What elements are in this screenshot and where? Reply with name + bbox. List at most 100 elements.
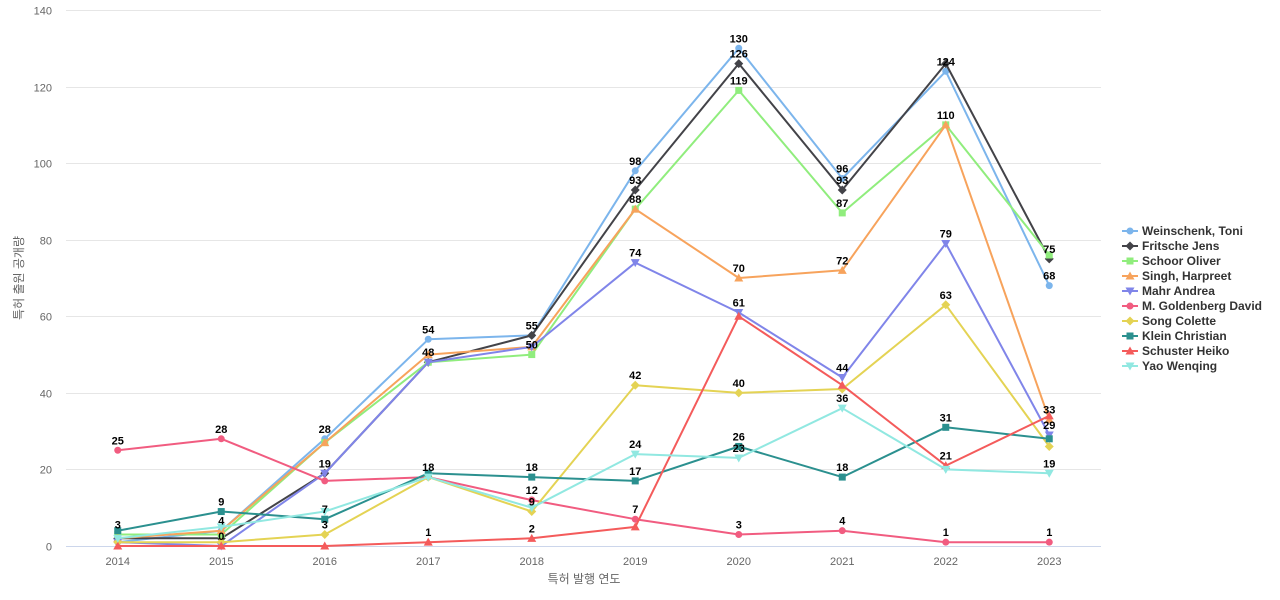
legend-item[interactable]: Mahr Andrea <box>1122 284 1215 298</box>
data-point[interactable] <box>528 473 536 481</box>
data-point[interactable] <box>942 538 950 546</box>
data-point[interactable] <box>735 531 743 539</box>
data-label: 119 <box>730 75 748 87</box>
data-point[interactable] <box>941 59 951 69</box>
data-point[interactable] <box>734 311 744 320</box>
data-point[interactable] <box>631 167 639 175</box>
data-point[interactable] <box>734 454 744 463</box>
data-point[interactable] <box>320 530 330 540</box>
legend-item[interactable]: Schuster Heiko <box>1122 344 1229 358</box>
data-point[interactable] <box>216 541 226 550</box>
data-point[interactable] <box>838 174 846 182</box>
data-label: 3 <box>115 520 121 532</box>
data-point[interactable] <box>838 209 846 217</box>
data-point[interactable] <box>114 446 122 454</box>
data-point[interactable] <box>217 508 225 516</box>
data-point[interactable] <box>527 533 537 542</box>
data-point[interactable] <box>735 44 743 52</box>
series-9 <box>113 404 1054 543</box>
data-point[interactable] <box>321 477 329 485</box>
x-tick-label: 2017 <box>416 556 440 568</box>
data-point[interactable] <box>320 438 330 447</box>
data-point[interactable] <box>527 330 537 340</box>
data-point[interactable] <box>1044 441 1054 451</box>
data-label: 7 <box>632 504 638 516</box>
data-point[interactable] <box>527 504 537 513</box>
data-point[interactable] <box>1045 538 1053 546</box>
data-point[interactable] <box>630 204 640 213</box>
legend-item[interactable]: Singh, Harpreet <box>1122 269 1231 283</box>
data-point[interactable] <box>1044 469 1054 478</box>
data-point[interactable] <box>837 404 847 413</box>
data-point[interactable] <box>837 374 847 383</box>
data-point[interactable] <box>942 67 950 75</box>
data-point[interactable] <box>114 527 122 535</box>
legend-marker <box>1126 302 1134 310</box>
legend-item[interactable]: Fritsche Jens <box>1122 239 1220 253</box>
data-point[interactable] <box>423 350 433 359</box>
data-point[interactable] <box>630 259 640 268</box>
data-point[interactable] <box>735 442 743 450</box>
data-point[interactable] <box>113 534 123 543</box>
data-label: 130 <box>730 33 748 45</box>
data-label: 42 <box>629 370 641 382</box>
data-point[interactable] <box>630 185 640 195</box>
data-point[interactable] <box>734 273 744 282</box>
data-point[interactable] <box>113 541 123 550</box>
data-point[interactable] <box>528 351 536 359</box>
data-point[interactable] <box>631 515 639 523</box>
data-point[interactable] <box>217 531 225 539</box>
data-point[interactable] <box>631 477 639 485</box>
x-tick-label: 2016 <box>313 556 337 568</box>
data-label: 1 <box>425 527 431 539</box>
data-point[interactable] <box>217 435 225 443</box>
data-label: 9 <box>218 497 224 509</box>
legend-item[interactable]: Yao Wenqing <box>1122 359 1217 373</box>
data-point[interactable] <box>1045 435 1053 443</box>
data-point[interactable] <box>320 541 330 550</box>
legend-item[interactable]: Klein Christian <box>1122 329 1227 343</box>
legend-item[interactable]: Weinschenk, Toni <box>1122 224 1243 238</box>
legend-marker <box>1125 362 1135 371</box>
data-point[interactable] <box>838 473 846 481</box>
data-point[interactable] <box>941 240 951 249</box>
data-point[interactable] <box>527 343 537 352</box>
data-point[interactable] <box>423 473 433 482</box>
data-point[interactable] <box>630 450 640 459</box>
data-point[interactable] <box>735 86 743 94</box>
data-point[interactable] <box>216 523 226 532</box>
data-point[interactable] <box>630 380 640 390</box>
data-point[interactable] <box>1045 251 1053 259</box>
legend-item[interactable]: Schoor Oliver <box>1122 254 1221 268</box>
data-label: 4 <box>218 516 225 528</box>
legend-item[interactable]: Song Colette <box>1122 314 1216 328</box>
legend-marker <box>1125 346 1135 355</box>
data-point[interactable] <box>837 185 847 195</box>
data-label: 87 <box>836 198 848 210</box>
data-point[interactable] <box>837 265 847 274</box>
data-point[interactable] <box>320 469 330 478</box>
data-point[interactable] <box>321 515 329 523</box>
data-point[interactable] <box>941 300 951 310</box>
data-point[interactable] <box>320 508 330 517</box>
data-point[interactable] <box>941 465 951 474</box>
legend-marker <box>1126 227 1134 235</box>
data-point[interactable] <box>941 120 951 129</box>
data-label: 18 <box>526 462 538 474</box>
data-point[interactable] <box>424 335 432 343</box>
data-point[interactable] <box>528 496 536 504</box>
legend-item[interactable]: M. Goldenberg David <box>1122 299 1262 313</box>
data-point[interactable] <box>630 522 640 531</box>
data-point[interactable] <box>838 527 846 535</box>
data-point[interactable] <box>423 358 433 367</box>
data-point[interactable] <box>837 380 847 389</box>
series-line <box>117 407 1050 540</box>
data-point[interactable] <box>1044 411 1054 420</box>
data-point[interactable] <box>423 537 433 546</box>
data-point[interactable] <box>734 388 744 398</box>
data-point[interactable] <box>1045 282 1053 290</box>
data-point[interactable] <box>734 59 744 69</box>
data-point[interactable] <box>942 423 950 431</box>
data-point[interactable] <box>424 469 432 477</box>
x-tick-label: 2015 <box>209 556 233 568</box>
